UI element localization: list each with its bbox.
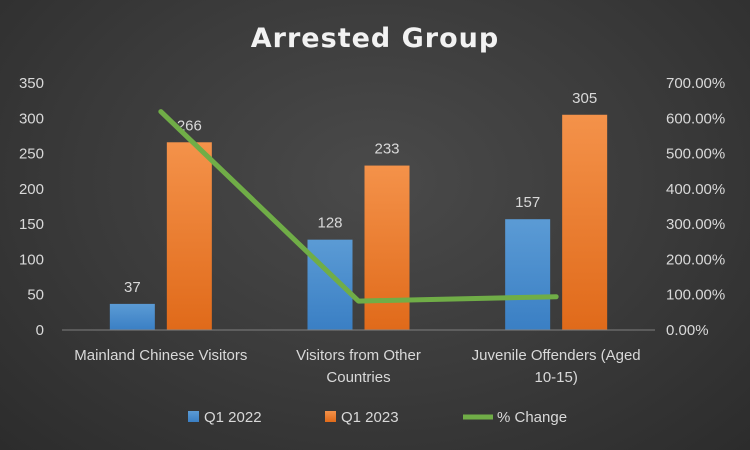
y-left-tick-label: 300 bbox=[19, 110, 44, 127]
y-right-tick-label: 700.00% bbox=[666, 75, 725, 92]
y-right-tick-label: 500.00% bbox=[666, 146, 725, 163]
y-left-tick-label: 200 bbox=[19, 181, 44, 198]
category-label: Visitors from Other Countries bbox=[296, 347, 421, 386]
bar-q1-2022 bbox=[109, 303, 155, 330]
y-right-tick-label: 600.00% bbox=[666, 110, 725, 127]
category-label: Mainland Chinese Visitors bbox=[74, 347, 247, 364]
category-label: Juvenile Offenders (Aged 10-15) bbox=[472, 347, 641, 386]
y-right-tick-label: 0.00% bbox=[666, 322, 709, 339]
bar-q1-2022 bbox=[505, 219, 551, 330]
line-percent-change bbox=[158, 109, 559, 304]
y-right-tick-label: 400.00% bbox=[666, 181, 725, 198]
y-left-tick-label: 350 bbox=[19, 75, 44, 92]
data-label: 128 bbox=[317, 215, 342, 232]
legend: Q1 2022 Q1 2023 % Change bbox=[188, 409, 567, 426]
chart-title: Arrested Group bbox=[251, 23, 499, 54]
axes: 0 50 100 150 200 250 300 350 0.00% 100.00% 200.00%… bbox=[19, 75, 725, 386]
y-right-tick-label: 200.00% bbox=[666, 251, 725, 268]
legend-swatch-q1-2023 bbox=[325, 411, 336, 422]
data-label: 305 bbox=[572, 90, 597, 107]
data-label: 233 bbox=[374, 141, 399, 158]
bar-q1-2023 bbox=[562, 114, 608, 330]
legend-label-q1-2023: Q1 2023 bbox=[341, 409, 399, 426]
legend-swatch-q1-2022 bbox=[188, 411, 199, 422]
y-left-tick-label: 0 bbox=[36, 322, 44, 339]
y-left-tick-label: 150 bbox=[19, 216, 44, 233]
y-right-tick-label: 100.00% bbox=[666, 287, 725, 304]
data-label: 157 bbox=[515, 194, 540, 211]
legend-label--change: % Change bbox=[497, 409, 567, 426]
bar-q1-2022 bbox=[307, 239, 353, 330]
bar-q1-2023 bbox=[166, 142, 212, 330]
y-left-tick-label: 100 bbox=[19, 251, 44, 268]
legend-label-q1-2022: Q1 2022 bbox=[204, 409, 262, 426]
bar-q1-2023 bbox=[364, 165, 410, 330]
y-right-tick-label: 300.00% bbox=[666, 216, 725, 233]
data-label: 37 bbox=[124, 279, 141, 296]
y-left-tick-label: 250 bbox=[19, 146, 44, 163]
y-left-tick-label: 50 bbox=[27, 287, 44, 304]
